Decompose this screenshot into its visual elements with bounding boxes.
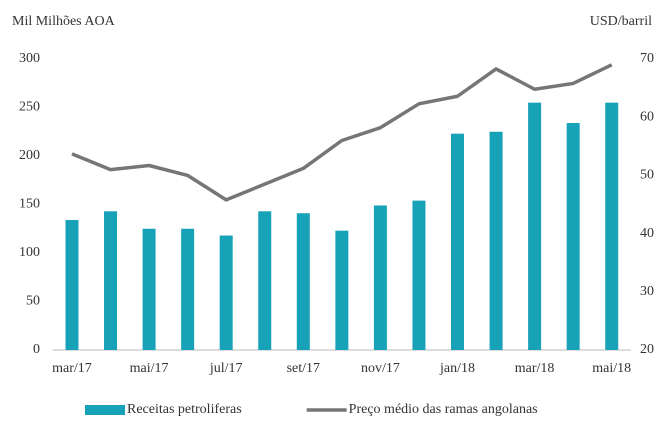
bar — [219, 235, 233, 350]
bar — [566, 123, 580, 351]
bar — [181, 228, 195, 350]
y2-tick-label: 20 — [640, 342, 654, 357]
legend-label: Receitas petroliferas — [127, 402, 242, 417]
bar — [65, 220, 79, 350]
x-tick-label: mar/18 — [515, 361, 555, 376]
bar — [258, 211, 272, 350]
x-tick-label: jul/17 — [209, 361, 243, 376]
y-tick-label: 200 — [19, 148, 40, 163]
x-tick-label: mar/17 — [52, 361, 92, 376]
x-tick-label: set/17 — [287, 361, 320, 376]
x-tick-label: mai/17 — [130, 361, 169, 376]
bar — [412, 200, 426, 350]
y2-tick-label: 70 — [640, 51, 654, 66]
y2-tick-label: 60 — [640, 109, 654, 124]
y-tick-label: 100 — [19, 245, 40, 260]
y2-tick-label: 50 — [640, 168, 654, 183]
x-tick-label: jan/18 — [439, 361, 475, 376]
legend-label: Preço médio das ramas angolanas — [349, 402, 538, 417]
y2-tick-label: 40 — [640, 226, 654, 241]
y-tick-label: 300 — [19, 51, 40, 66]
bar — [335, 230, 349, 350]
y-axis-label: Mil Milhões AOA — [12, 14, 116, 29]
x-tick-label: nov/17 — [361, 361, 400, 376]
y2-tick-label: 30 — [640, 284, 654, 299]
y-tick-label: 250 — [19, 100, 40, 115]
y-tick-label: 0 — [33, 342, 40, 357]
bar — [142, 228, 156, 350]
line — [71, 63, 613, 202]
bar — [373, 205, 387, 350]
bar — [296, 213, 310, 350]
bar — [528, 102, 542, 351]
bar — [104, 211, 118, 350]
y-tick-label: 50 — [26, 294, 40, 309]
bar — [605, 102, 619, 351]
bar — [451, 133, 465, 350]
legend-swatch — [85, 405, 125, 415]
x-tick-label: mai/18 — [592, 361, 631, 376]
y-tick-label: 150 — [19, 197, 40, 212]
y2-axis-label: USD/barril — [590, 14, 652, 29]
bar — [489, 131, 503, 350]
